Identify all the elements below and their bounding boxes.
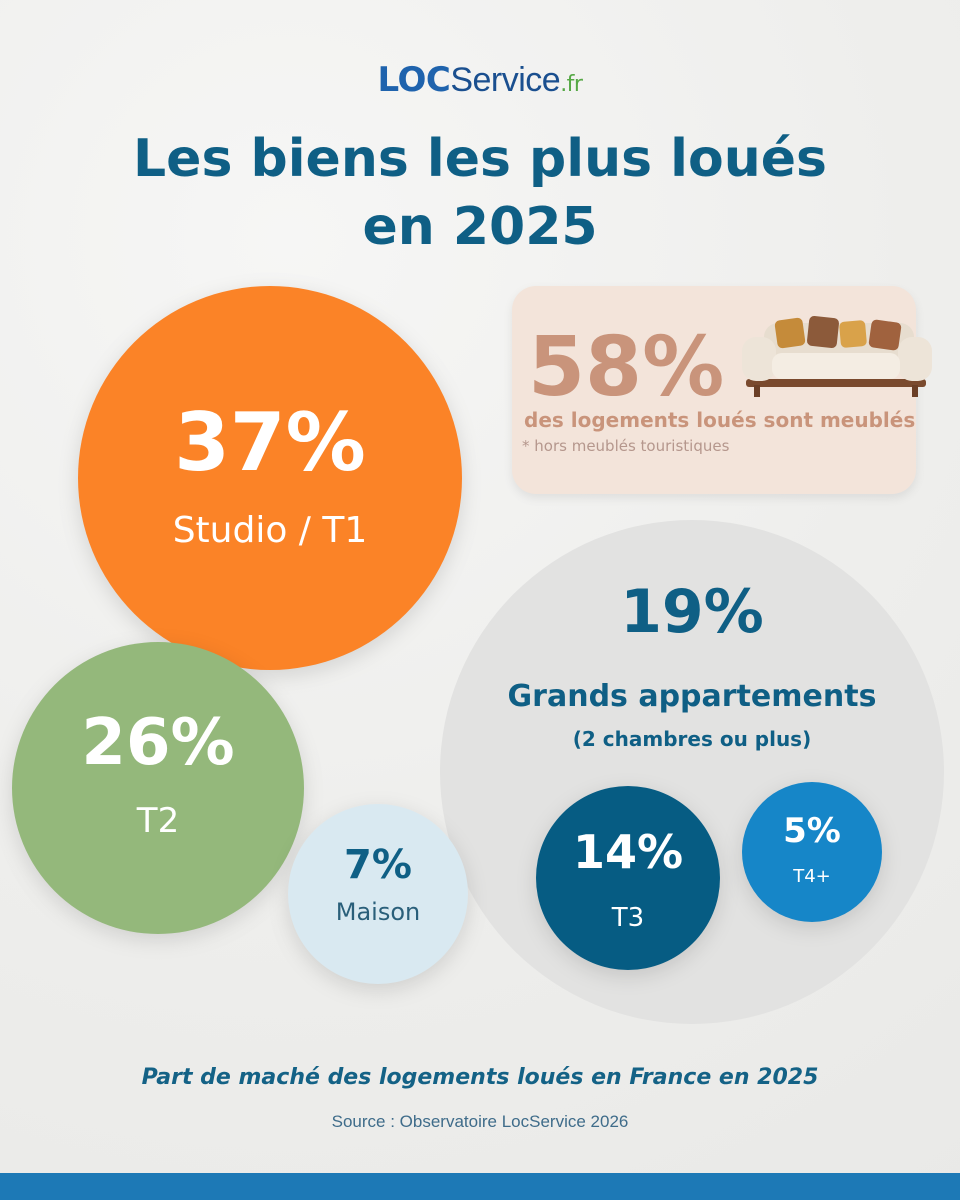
bubble-value-t4: 5%	[783, 811, 841, 851]
bubble-t4	[742, 782, 882, 922]
title-line-1: Les biens les plus loués	[133, 129, 827, 189]
bubble-value-grands-appartements: 19%	[620, 577, 764, 647]
bubble-value-t2: 26%	[81, 706, 234, 780]
logo-service: Service	[450, 61, 561, 99]
bubble-sublabel-grands-appartements: (2 chambres ou plus)	[573, 727, 811, 751]
bubble-maison	[288, 804, 468, 984]
bubble-value-maison: 7%	[344, 842, 412, 888]
bubble-label-studio-t1: Studio / T1	[173, 510, 368, 551]
bottom-bar	[0, 1173, 960, 1200]
furnished-stat-label: des logements loués sont meublés	[524, 408, 916, 432]
bubble-t3	[536, 786, 720, 970]
bubble-label-t2: T2	[136, 801, 179, 841]
furnished-stat-card	[512, 286, 916, 494]
bubble-value-studio-t1: 37%	[174, 396, 365, 489]
title-line-2: en 2025	[362, 197, 598, 257]
page-title: Les biens les plus loués en 2025	[0, 125, 960, 261]
logo-loc: LOC	[377, 60, 451, 100]
bubble-label-t4: T4+	[792, 866, 831, 887]
bubble-label-grands-appartements: Grands appartements	[508, 679, 877, 714]
source-note: Source : Observatoire LocService 2026	[331, 1112, 629, 1131]
bubble-label-maison: Maison	[336, 898, 420, 926]
bubble-value-t3: 14%	[573, 825, 683, 879]
brand-logo: LOCService.fr	[0, 60, 960, 105]
chart-caption: Part de maché des logements loués en Fra…	[141, 1065, 819, 1090]
furnished-stat-value: 58%	[528, 320, 725, 415]
logo-tld: .fr	[560, 72, 583, 97]
bubble-label-t3: T3	[611, 903, 644, 933]
bubble-t2	[12, 642, 304, 934]
furnished-stat-note: * hors meublés touristiques	[522, 437, 730, 455]
sofa-icon	[742, 316, 932, 397]
bubble-studio-t1	[78, 286, 462, 670]
